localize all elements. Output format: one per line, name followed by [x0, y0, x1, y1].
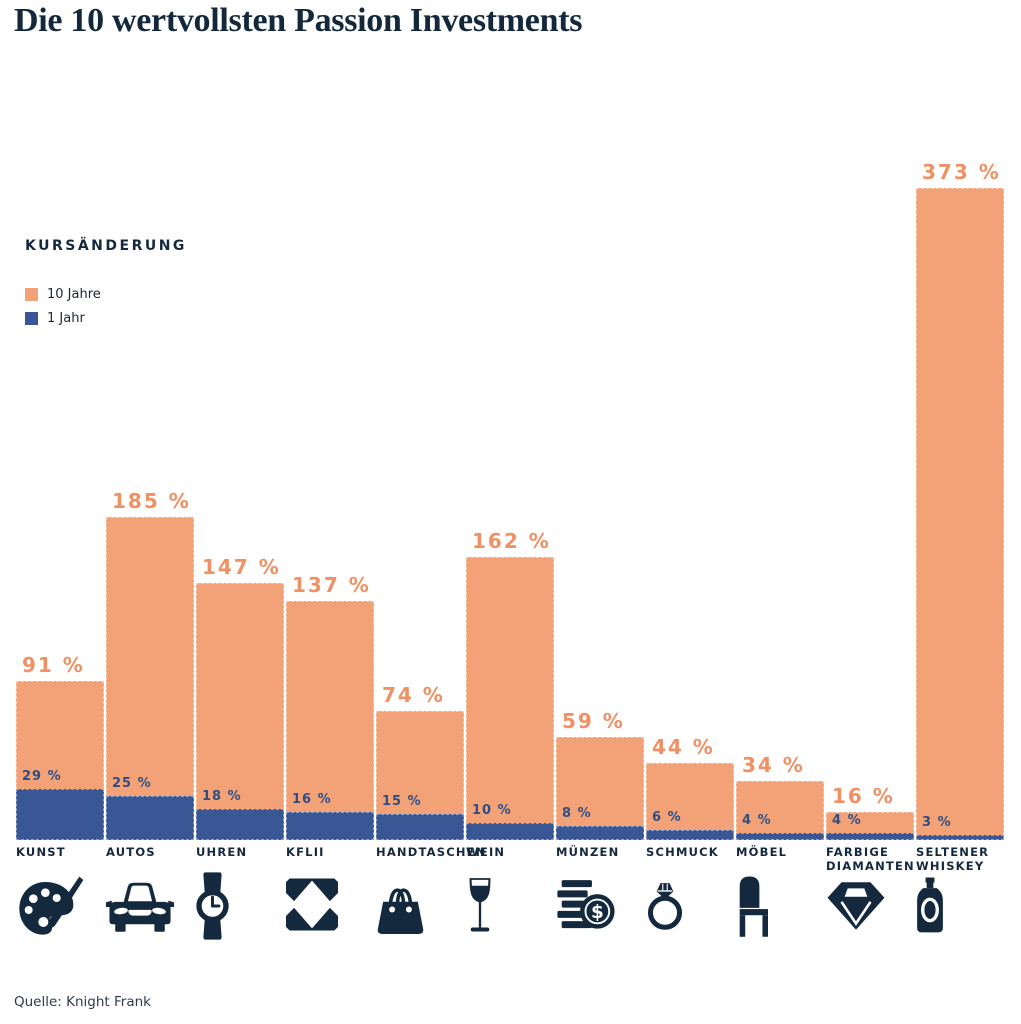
value-label-10-jahre-uhren: 147 % — [202, 555, 281, 579]
bar-1-jahr-handtaschen — [376, 814, 464, 840]
chair-icon — [736, 875, 768, 937]
category-label-schmuck: SCHMUCK — [646, 845, 719, 859]
value-label-1-jahr-wein: 10 % — [472, 803, 512, 818]
bar-10-jahre-uhren — [196, 583, 284, 840]
legend-title: KURSÄNDERUNG — [25, 238, 187, 254]
chart-title: Die 10 wertvollsten Passion Investments — [14, 2, 583, 39]
value-label-1-jahr-handtaschen: 15 % — [382, 794, 422, 809]
category-label-handtaschen: HANDTASCHEN — [376, 845, 487, 859]
value-label-10-jahre-schmuck: 44 % — [652, 735, 715, 759]
bar-10-jahre-wein — [466, 557, 554, 840]
bar-1-jahr-kunst — [16, 789, 104, 840]
category-label-uhren: UHREN — [196, 845, 248, 859]
source-caption: Quelle: Knight Frank — [14, 994, 151, 1010]
category-label-kunst: KUNST — [16, 845, 66, 859]
bar-10-jahre-seltener-whiskey — [916, 188, 1004, 840]
value-label-1-jahr-m-nzen: 8 % — [562, 806, 592, 821]
coins-icon: $ — [556, 879, 616, 933]
value-label-10-jahre-handtaschen: 74 % — [382, 683, 445, 707]
category-label-wein: WEIN — [466, 845, 506, 859]
ring-icon — [646, 877, 684, 934]
value-label-1-jahr-uhren: 18 % — [202, 789, 242, 804]
value-label-1-jahr-autos: 25 % — [112, 776, 152, 791]
value-label-10-jahre-m-nzen: 59 % — [562, 709, 625, 733]
bar-1-jahr-uhren — [196, 809, 284, 840]
value-label-10-jahre-m-bel: 34 % — [742, 753, 805, 777]
bar-1-jahr-autos — [106, 796, 194, 840]
value-label-1-jahr-kunst: 29 % — [22, 769, 62, 784]
value-label-1-jahr-seltener-whiskey: 3 % — [922, 815, 952, 830]
legend-swatch-1-jahr-icon — [25, 311, 38, 325]
bar-10-jahre-m-bel — [736, 781, 824, 840]
bar-1-jahr-schmuck — [646, 830, 734, 840]
svg-text:$: $ — [591, 902, 604, 923]
category-label-m-nzen: MÜNZEN — [556, 845, 620, 859]
bar-1-jahr-wein — [466, 823, 554, 840]
whiskey-bottle-icon — [916, 877, 944, 934]
value-label-1-jahr-farbige-diamanten: 4 % — [832, 813, 862, 828]
value-label-10-jahre-autos: 185 % — [112, 489, 191, 513]
value-label-1-jahr-m-bel: 4 % — [742, 813, 772, 828]
category-label-farbige-diamanten: FARBIGE DIAMANTEN — [826, 845, 915, 873]
legend: KURSÄNDERUNG 10 Jahre 1 Jahr — [25, 238, 187, 333]
bar-1-jahr-m-nzen — [556, 826, 644, 840]
legend-swatch-10-jahre-icon — [25, 287, 38, 301]
category-label-m-bel: MÖBEL — [736, 845, 788, 859]
value-label-10-jahre-farbige-diamanten: 16 % — [832, 784, 895, 808]
palette-icon — [16, 875, 84, 941]
bar-10-jahre-schmuck — [646, 763, 734, 840]
value-label-10-jahre-seltener-whiskey: 373 % — [922, 160, 1001, 184]
diamond-icon — [826, 880, 886, 932]
value-label-10-jahre-kflii: 137 % — [292, 573, 371, 597]
bar-10-jahre-kflii — [286, 601, 374, 840]
legend-label-1-jahr: 1 Jahr — [47, 310, 85, 326]
bar-10-jahre-m-nzen — [556, 737, 644, 840]
bar-1-jahr-kflii — [286, 812, 374, 840]
category-label-kflii: KFLII — [286, 845, 325, 859]
car-icon — [106, 878, 174, 936]
kflii-icon — [286, 877, 338, 932]
bar-10-jahre-autos — [106, 517, 194, 840]
handbag-icon — [376, 876, 425, 937]
bar-1-jahr-farbige-diamanten — [826, 833, 914, 840]
value-label-1-jahr-schmuck: 6 % — [652, 810, 682, 825]
bar-1-jahr-seltener-whiskey — [916, 835, 1004, 840]
category-label-autos: AUTOS — [106, 845, 156, 859]
legend-item-1-jahr: 1 Jahr — [25, 309, 187, 327]
value-label-10-jahre-kunst: 91 % — [22, 653, 85, 677]
legend-item-10-jahre: 10 Jahre — [25, 285, 187, 303]
value-label-10-jahre-wein: 162 % — [472, 529, 551, 553]
legend-label-10-jahre: 10 Jahre — [47, 286, 101, 302]
value-label-1-jahr-kflii: 16 % — [292, 792, 332, 807]
watch-icon — [196, 872, 229, 940]
bar-1-jahr-m-bel — [736, 833, 824, 840]
category-label-seltener-whiskey: SELTENER WHISKEY — [916, 845, 990, 873]
wine-glass-icon — [466, 877, 494, 935]
